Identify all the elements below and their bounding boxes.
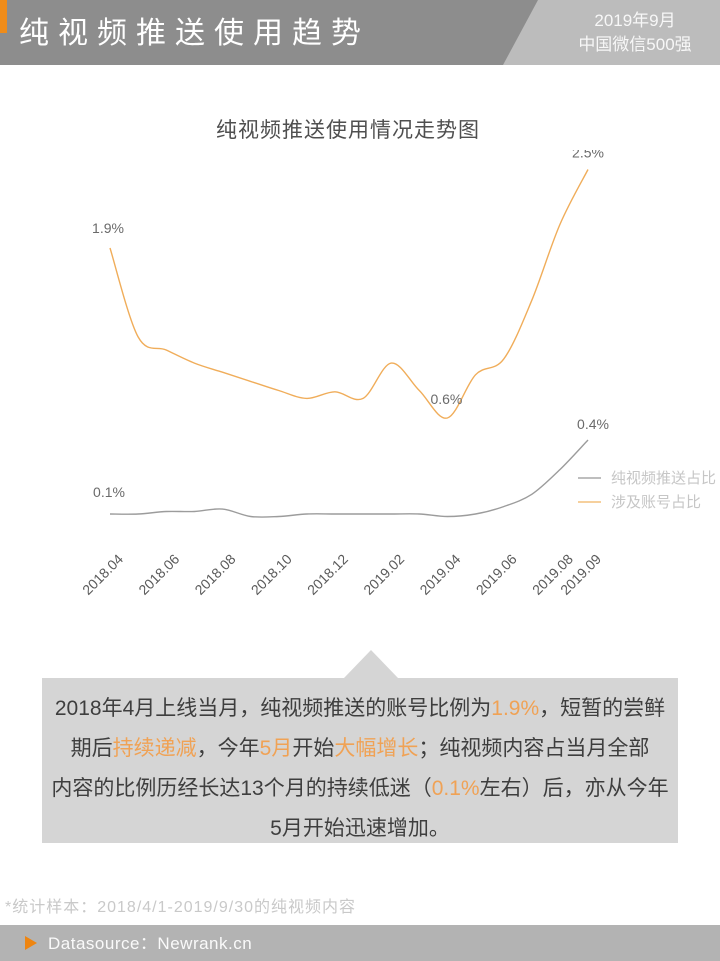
annotation-segment: ，今年	[196, 737, 260, 760]
header-bar: 纯视频推送使用趋势 2019年9月 中国微信500强	[0, 0, 720, 65]
accent-strip	[0, 0, 7, 33]
annotation-segment: 2018年4月上线当月，纯视频推送的账号比例为	[54, 697, 492, 720]
series-line-gray	[109, 439, 589, 518]
x-axis-label: 2018.10	[248, 551, 295, 598]
header-date: 2019年9月	[594, 11, 676, 30]
annotation-segment: ；纯视频内容占当月全部	[418, 737, 650, 760]
header-edition: 中国微信500强	[578, 35, 692, 54]
point-label: 0.4%	[577, 416, 609, 432]
callout-arrow-up	[344, 650, 398, 678]
annotation-highlight: 5月	[259, 737, 293, 760]
chart-series-layer	[109, 169, 589, 518]
header-date-text: 2019年9月 中国微信500强	[550, 9, 720, 57]
x-axis-label: 2019.04	[416, 551, 463, 598]
annotation-line: 5月开始迅速增加。	[42, 809, 678, 849]
annotation-highlight: 0.1%	[431, 777, 480, 800]
legend-label-orange: 涉及账号占比	[611, 494, 701, 511]
annotation-line: 2018年4月上线当月，纯视频推送的账号比例为1.9%，短暂的尝鲜	[42, 689, 678, 729]
x-axis-label: 2018.08	[191, 551, 238, 598]
x-axis-label: 2018.12	[304, 551, 351, 598]
trend-line-chart: 2018.04 2018.06 2018.08 2018.10 2018.12 2019.…	[79, 150, 716, 598]
x-axis-label: 2019.02	[360, 551, 407, 598]
x-axis-label: 2018.06	[135, 551, 182, 598]
annotation-box: 2018年4月上线当月，纯视频推送的账号比例为1.9%，短暂的尝鲜 期后持续递减…	[42, 678, 678, 843]
legend-label-gray: 纯视频推送占比	[611, 470, 716, 487]
annotation-highlight: 持续递减	[112, 737, 197, 760]
annotation-segment: ，短暂的尝鲜	[539, 697, 666, 720]
chart-title: 纯视频推送使用情况走势图	[216, 119, 480, 142]
x-axis-label: 2018.04	[79, 551, 126, 598]
annotation-line: 内容的比例历经长达13个月的持续低迷（0.1%左右）后，亦从今年	[42, 769, 678, 809]
annotation-segment: 开始	[292, 737, 335, 760]
annotation-line: 期后持续递减，今年5月开始大幅增长；纯视频内容占当月全部	[42, 729, 678, 769]
play-triangle-icon	[25, 936, 37, 950]
point-label: 2.5%	[572, 150, 604, 161]
annotation-segment: 内容的比例历经长达13个月的持续低迷（	[51, 777, 432, 800]
annotation-segment: 左右）后，亦从今年	[479, 777, 669, 800]
series-line-orange	[109, 169, 589, 419]
datasource-text: Datasource：Newrank.cn	[48, 934, 253, 953]
annotation-segment: 期后	[70, 737, 113, 760]
header-date-panel: 2019年9月 中国微信500强	[503, 0, 720, 65]
x-axis-label: 2019.06	[473, 551, 520, 598]
annotation-highlight: 1.9%	[491, 697, 540, 720]
chart-legend: 纯视频推送占比 涉及账号占比	[578, 470, 716, 511]
point-label: 0.1%	[93, 484, 125, 500]
datasource-bar: Datasource：Newrank.cn	[0, 925, 720, 961]
annotation-highlight: 大幅增长	[334, 737, 419, 760]
chart-labels-layer: 2018.04 2018.06 2018.08 2018.10 2018.12 2019.…	[79, 150, 609, 598]
page-title: 纯视频推送使用趋势	[19, 17, 370, 50]
point-label: 1.9%	[92, 220, 124, 236]
annotation-segment: 5月开始迅速增加。	[270, 817, 450, 840]
point-label: 0.6%	[430, 391, 462, 407]
sample-note: *统计样本：2018/4/1-2019/9/30的纯视频内容	[5, 899, 357, 916]
